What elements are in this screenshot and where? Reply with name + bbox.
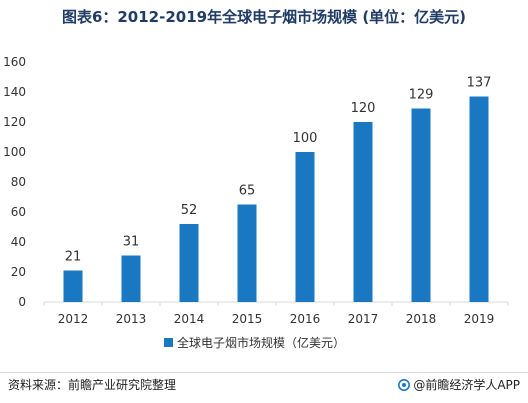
y-tick-label: 120	[3, 115, 26, 129]
bar	[469, 96, 489, 302]
y-tick-label: 20	[11, 265, 26, 279]
bar-value-label: 120	[351, 101, 376, 116]
y-tick-label: 100	[3, 145, 26, 159]
brand-logo-icon	[398, 378, 411, 391]
x-tick-label: 2016	[290, 312, 321, 326]
footer-brand: @前瞻经济学人APP	[398, 376, 520, 393]
bar-value-label: 52	[181, 203, 198, 218]
bar	[63, 270, 83, 302]
data-labels: 21 31 52 65 100 120 129 137	[65, 76, 492, 265]
x-tick-label: 2017	[348, 312, 379, 326]
y-tick-label: 60	[11, 205, 26, 219]
x-axis: 2012 2013 2014 2015 2016 2017 2018 2019	[43, 301, 509, 326]
x-tick-label: 2014	[174, 312, 205, 326]
footer-brand-text: @前瞻经济学人APP	[413, 378, 520, 392]
bar-value-label: 100	[293, 131, 318, 146]
bar-value-label: 21	[65, 250, 82, 265]
y-tick-label: 0	[18, 295, 26, 309]
legend: 全球电子烟市场规模（亿美元）	[164, 335, 345, 350]
bar-value-label: 31	[123, 235, 140, 250]
bar	[353, 122, 373, 302]
x-tick-label: 2012	[58, 312, 89, 326]
y-axis: 0 20 40 60 80 100 120 140 160	[3, 55, 26, 309]
legend-swatch	[164, 338, 173, 347]
footer-source: 资料来源：前瞻产业研究院整理	[8, 378, 177, 392]
bar-value-label: 65	[239, 184, 256, 199]
bar	[179, 224, 199, 302]
y-tick-label: 160	[3, 55, 26, 69]
footer-divider	[0, 372, 528, 373]
bar	[121, 255, 141, 302]
x-tick-label: 2015	[232, 312, 263, 326]
bar-value-label: 129	[409, 88, 434, 103]
y-tick-label: 40	[11, 235, 26, 249]
x-tick-label: 2018	[406, 312, 437, 326]
bar-value-label: 137	[467, 76, 492, 91]
x-tick-label: 2019	[464, 312, 495, 326]
bar-series	[63, 96, 489, 302]
x-tick-label: 2013	[116, 312, 147, 326]
y-tick-label: 140	[3, 85, 26, 99]
bar	[411, 108, 431, 302]
legend-label: 全球电子烟市场规模（亿美元）	[177, 335, 345, 350]
chart-title: 图表6：2012-2019年全球电子烟市场规模 (单位：亿美元)	[61, 8, 467, 26]
y-tick-label: 80	[11, 175, 26, 189]
bar	[295, 152, 315, 302]
bar	[237, 204, 257, 302]
